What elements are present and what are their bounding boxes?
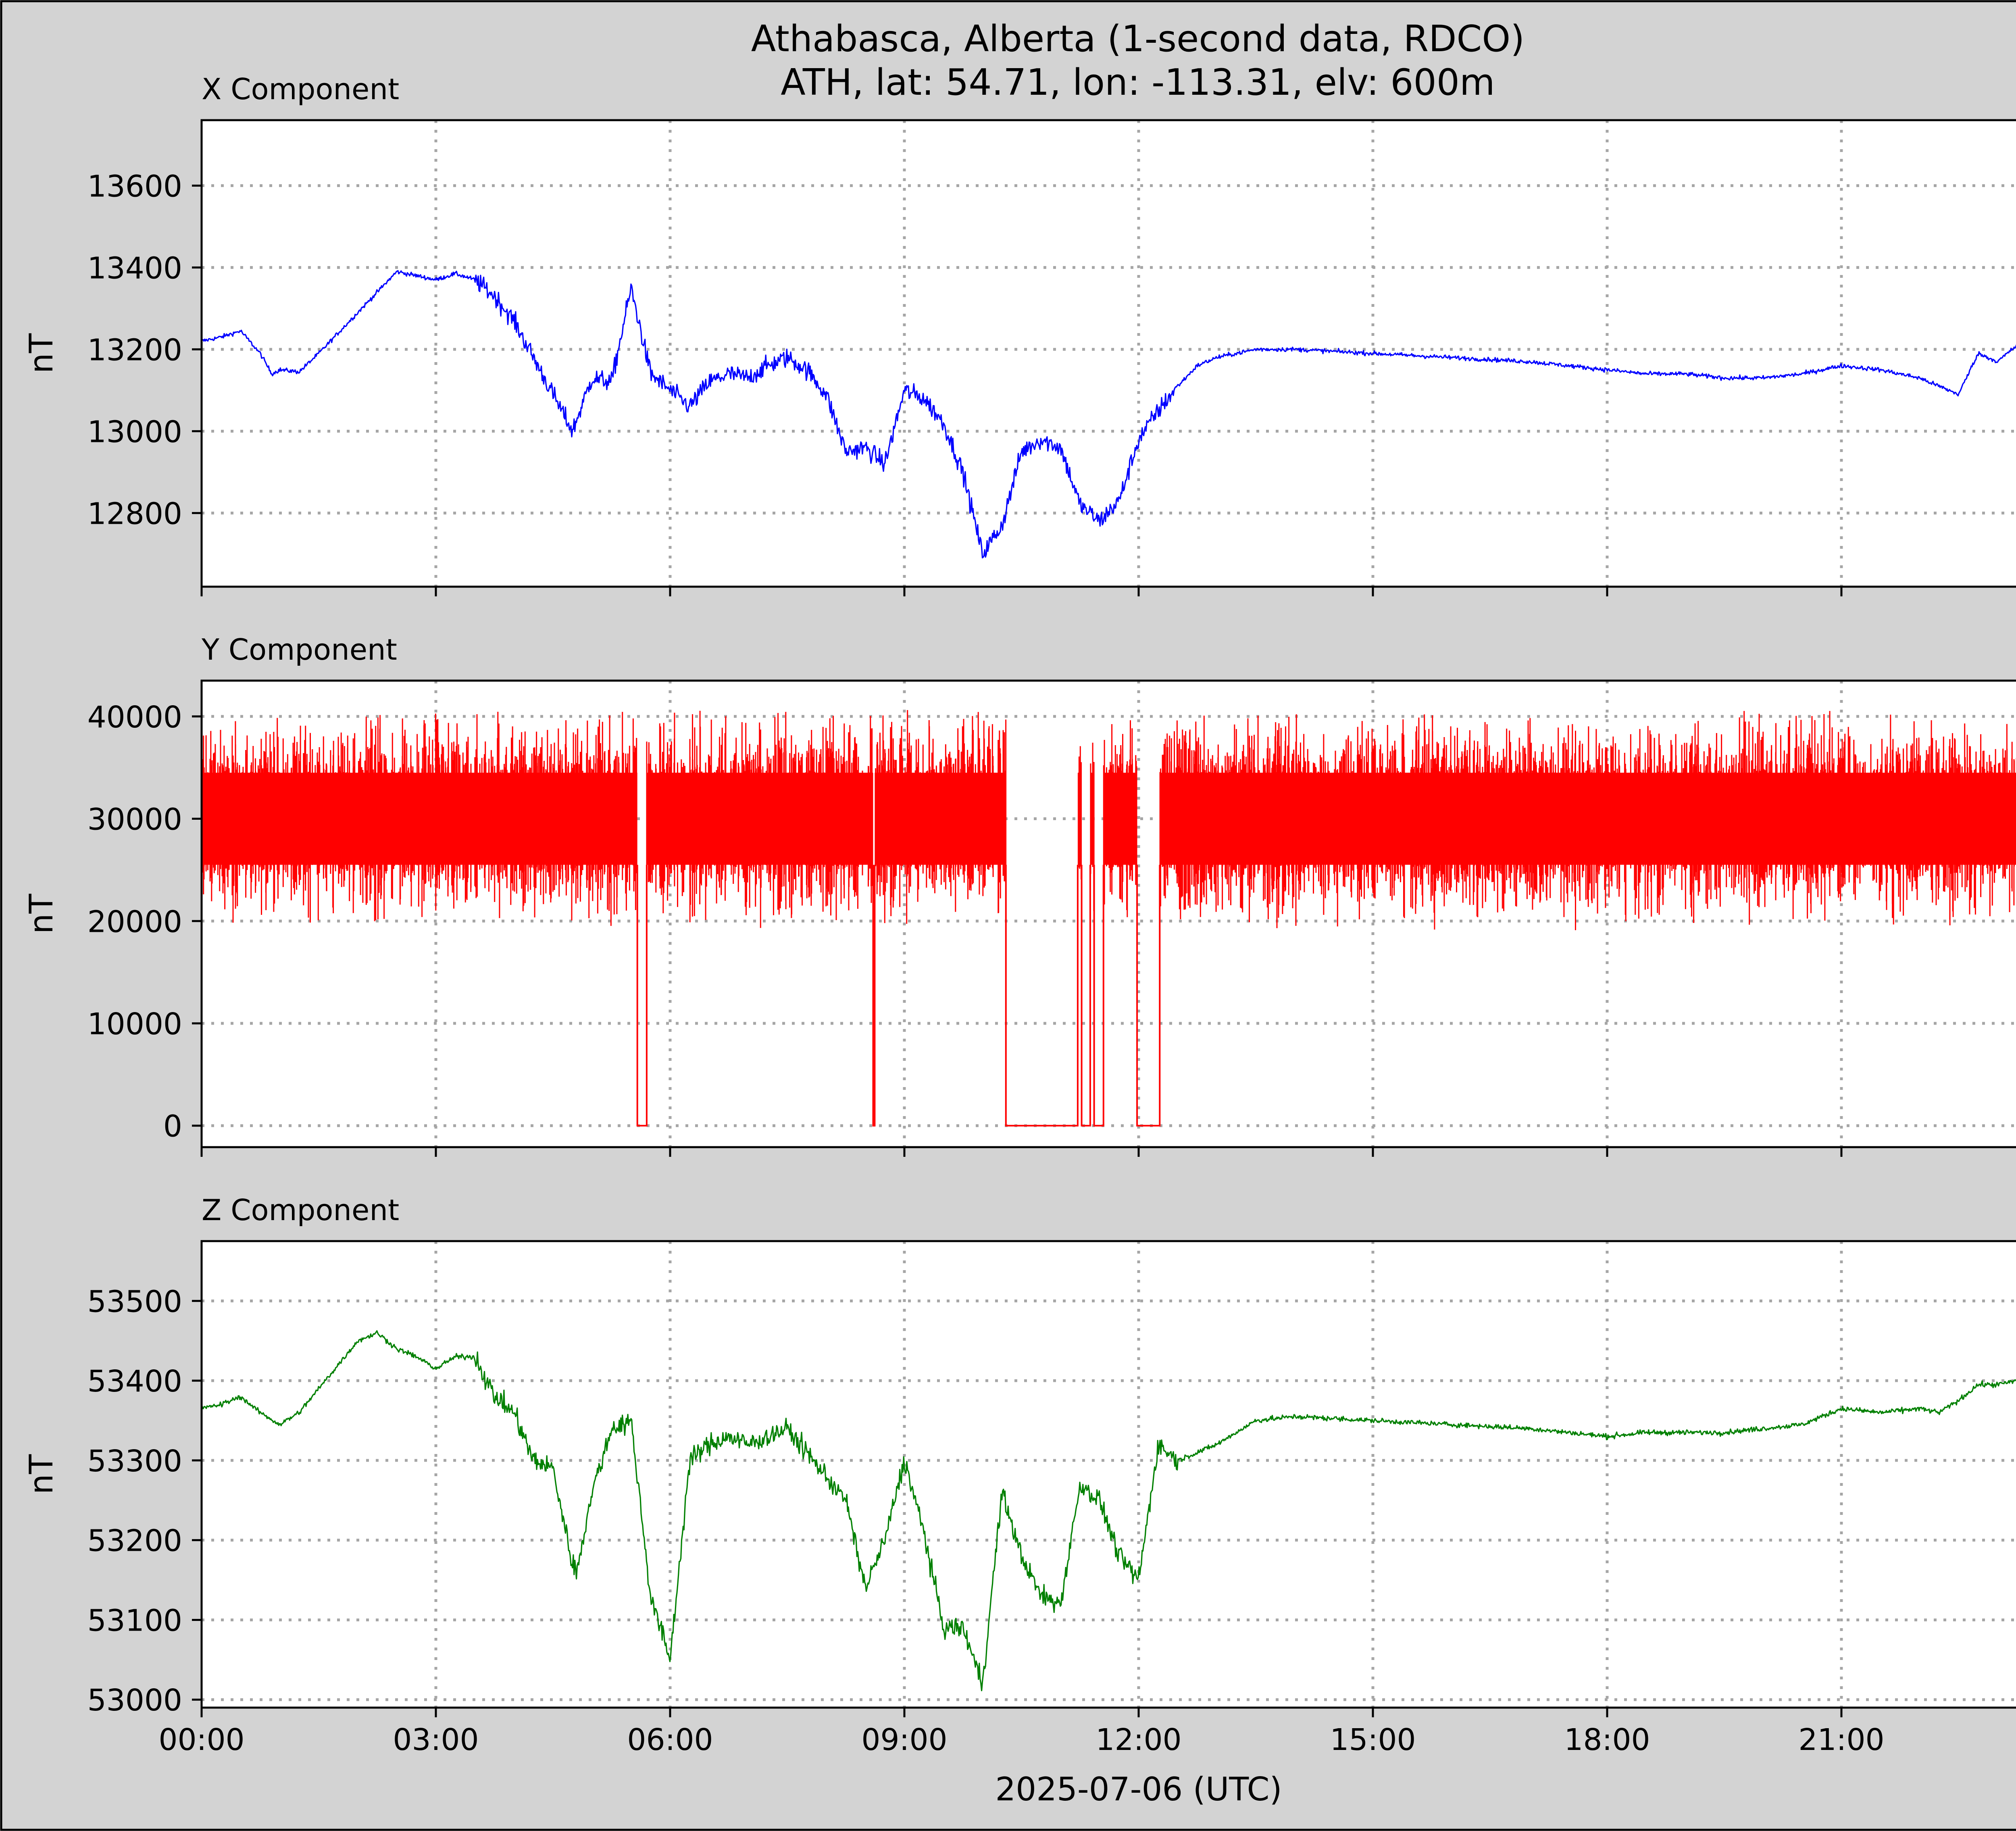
x-tick-label: 09:00 <box>861 1723 947 1757</box>
y-tick-label: 13000 <box>87 415 182 449</box>
y-tick-label: 13600 <box>87 169 182 204</box>
y-tick-label: 10000 <box>87 1007 182 1042</box>
x-tick-label: 18:00 <box>1564 1723 1650 1757</box>
y-tick-label: 53400 <box>87 1364 182 1399</box>
x-tick-label: 15:00 <box>1330 1723 1416 1757</box>
chart-panel-2: 53000 53100 53200 53300 53400 53500 00:00 03:00… <box>23 1193 2016 1808</box>
panel-title: Z Component <box>202 1193 399 1227</box>
dropout-line <box>872 864 876 1127</box>
plot-area <box>202 120 2016 587</box>
y-tick-label: 40000 <box>87 700 182 735</box>
figure-title-line2: ATH, lat: 54.71, lon: -113.31, elv: 600m <box>781 61 1495 104</box>
noise-spikes <box>875 710 1007 924</box>
x-axis-label: 2025-07-06 (UTC) <box>995 1771 1282 1808</box>
x-tick-label: 06:00 <box>627 1723 713 1757</box>
dropout-line <box>636 864 648 1127</box>
noise-spikes <box>201 712 637 926</box>
plot-area <box>202 681 2016 1147</box>
y-tick-label: 53500 <box>87 1284 182 1319</box>
figure-title-line1: Athabasca, Alberta (1-second data, RDCO) <box>751 18 1525 60</box>
series-line <box>201 270 2016 558</box>
noise-spikes <box>646 710 873 928</box>
y-tick-label: 13200 <box>87 333 182 367</box>
y-tick-label: 53000 <box>87 1683 182 1718</box>
y-tick-label: 53100 <box>87 1603 182 1638</box>
noise-spikes <box>1159 711 2016 930</box>
x-tick-label: 00:00 <box>158 1723 244 1757</box>
plot-area <box>202 1241 2016 1708</box>
x-tick-label: 03:00 <box>393 1723 479 1757</box>
panel-title: Y Component <box>201 633 397 667</box>
x-tick-label: 21:00 <box>1798 1723 1884 1757</box>
dropout-line <box>1005 864 1079 1127</box>
y-axis-label: nT <box>23 1454 60 1495</box>
x-tick-label: 12:00 <box>1095 1723 1181 1757</box>
dropout-line <box>1081 864 1091 1127</box>
y-tick-label: 0 <box>163 1109 182 1144</box>
y-tick-label: 20000 <box>87 904 182 939</box>
chart-panel-0: 12800 13000 13200 13400 13600 X Component nT <box>23 72 2016 596</box>
noise-spikes <box>1090 742 1095 911</box>
noise-spikes <box>1103 720 1137 917</box>
y-tick-label: 30000 <box>87 802 182 837</box>
y-tick-label: 53300 <box>87 1444 182 1479</box>
chart-panels: 12800 13000 13200 13400 13600 X Component nT 0 1… <box>23 72 2016 1808</box>
y-tick-label: 12800 <box>87 496 182 531</box>
series-line <box>201 1330 2016 1691</box>
dropout-line <box>1136 864 1161 1127</box>
y-axis-label: nT <box>23 894 60 934</box>
noise-spikes <box>1078 746 1082 880</box>
panel-title: X Component <box>202 72 399 106</box>
y-tick-label: 13400 <box>87 251 182 285</box>
y-tick-label: 53200 <box>87 1524 182 1558</box>
y-axis-label: nT <box>23 333 60 374</box>
chart-panel-1: 0 10000 20000 30000 40000 Y Component nT <box>23 633 2016 1157</box>
dropout-line <box>1093 864 1104 1127</box>
